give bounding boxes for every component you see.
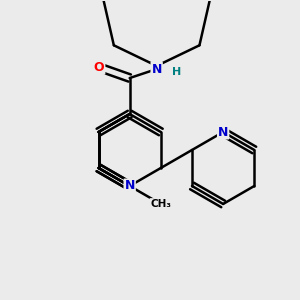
Text: O: O [94, 61, 104, 74]
Text: N: N [124, 179, 135, 193]
Text: CH₃: CH₃ [150, 199, 171, 209]
Text: H: H [172, 67, 181, 77]
Text: N: N [218, 125, 228, 139]
Text: N: N [152, 62, 162, 76]
